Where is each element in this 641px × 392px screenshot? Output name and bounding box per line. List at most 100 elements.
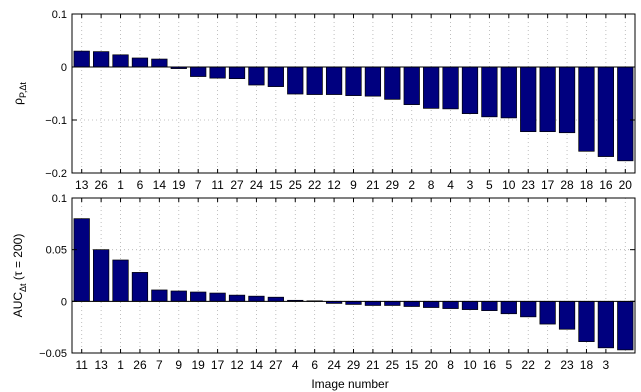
x-axis-label: Image number: [311, 377, 388, 391]
x-tick-label: 25: [386, 358, 400, 372]
y-tick-label: −0.2: [45, 168, 67, 180]
bar: [306, 66, 323, 95]
top-panel: −0.2−0.100.113 26 1 6 14 19 7 11 27 24 15 25 22 12 9 21…: [11, 9, 636, 192]
bar: [520, 66, 537, 133]
bar: [93, 51, 110, 68]
bar: [73, 218, 90, 302]
bar: [364, 66, 382, 97]
x-tick-label: 5: [505, 358, 512, 372]
x-tick-label: 16: [483, 358, 497, 372]
bar: [325, 66, 343, 95]
x-tick-label: 23: [560, 358, 574, 372]
bar: [131, 57, 149, 68]
x-tick-label: 3: [467, 178, 474, 192]
x-tick-label: 28: [560, 178, 574, 192]
x-tick-label: 18: [580, 358, 594, 372]
x-tick-label: 4: [292, 358, 299, 372]
x-tick-label: 3: [603, 358, 610, 372]
bar: [112, 259, 129, 302]
bar: [500, 66, 517, 119]
bar: [461, 66, 479, 114]
y-tick-label: 0.1: [52, 9, 67, 21]
x-tick-label: 22: [308, 178, 322, 192]
bar: [209, 66, 226, 79]
bar: [170, 290, 187, 302]
bar: [500, 300, 517, 315]
x-tick-label: 20: [424, 358, 438, 372]
bar: [248, 295, 265, 302]
x-tick-label: 5: [486, 178, 493, 192]
x-tick-label: 9: [350, 178, 357, 192]
x-tick-label: 14: [250, 358, 264, 372]
bar: [403, 66, 420, 105]
bar: [151, 58, 168, 68]
x-tick-label: 29: [347, 358, 361, 372]
x-tick-label: 27: [269, 358, 283, 372]
bar: [442, 66, 459, 110]
bar: [558, 300, 576, 330]
x-tick-label: 6: [137, 178, 144, 192]
x-tick-label: 7: [195, 178, 202, 192]
bar: [597, 300, 614, 349]
bar: [190, 291, 207, 302]
bar: [267, 66, 284, 87]
x-tick-label: 11: [75, 358, 88, 372]
x-tick-label: 24: [327, 358, 341, 372]
x-tick-label: 13: [75, 178, 89, 192]
x-tick-label: 10: [502, 178, 516, 192]
x-tick-label: 15: [269, 178, 283, 192]
x-tick-label: 26: [94, 178, 108, 192]
x-tick-label: 18: [580, 178, 594, 192]
bar: [131, 272, 149, 302]
x-tick-label: 20: [619, 178, 633, 192]
x-tick-label: 11: [211, 178, 224, 192]
bar: [520, 300, 537, 318]
y-axis-label: AUCΔt (τ = 200): [11, 234, 28, 318]
bar: [617, 66, 634, 162]
x-tick-label: 9: [175, 358, 182, 372]
x-tick-label: 24: [250, 178, 264, 192]
bar: [578, 66, 595, 152]
x-tick-label: 2: [408, 178, 415, 192]
x-tick-label: 2: [544, 358, 551, 372]
x-tick-label: 17: [541, 178, 555, 192]
bar: [481, 66, 498, 118]
y-tick-label: −0.05: [39, 348, 67, 360]
bar: [384, 66, 401, 100]
bar: [93, 249, 110, 302]
x-tick-label: 10: [463, 358, 477, 372]
y-tick-label: −0.1: [45, 115, 67, 127]
x-tick-label: 6: [311, 358, 318, 372]
bar: [190, 66, 207, 77]
bar: [112, 54, 129, 68]
bar: [539, 300, 556, 325]
y-tick-label: 0: [61, 296, 67, 308]
x-tick-label: 7: [156, 358, 163, 372]
y-axis-label: ρP,Δt: [11, 82, 28, 105]
x-tick-label: 14: [153, 178, 167, 192]
bar: [209, 292, 226, 302]
x-tick-label: 13: [94, 358, 108, 372]
bar: [442, 300, 459, 309]
x-tick-label: 15: [405, 358, 419, 372]
bar: [287, 66, 304, 95]
x-tick-label: 19: [172, 178, 186, 192]
bar: [248, 66, 265, 86]
y-tick-label: 0.1: [52, 193, 67, 205]
bar: [481, 300, 498, 311]
bar: [228, 294, 246, 302]
x-tick-label: 12: [230, 358, 244, 372]
bar: [423, 300, 440, 308]
bar: [384, 300, 401, 306]
x-tick-label: 22: [522, 358, 536, 372]
plot-area: [72, 198, 635, 353]
x-tick-label: 4: [447, 178, 454, 192]
y-tick-label: 0: [61, 62, 67, 74]
bar: [151, 289, 168, 302]
bar: [558, 66, 576, 134]
bar: [597, 66, 614, 157]
x-tick-label: 16: [599, 178, 613, 192]
x-tick-label: 17: [211, 358, 225, 372]
